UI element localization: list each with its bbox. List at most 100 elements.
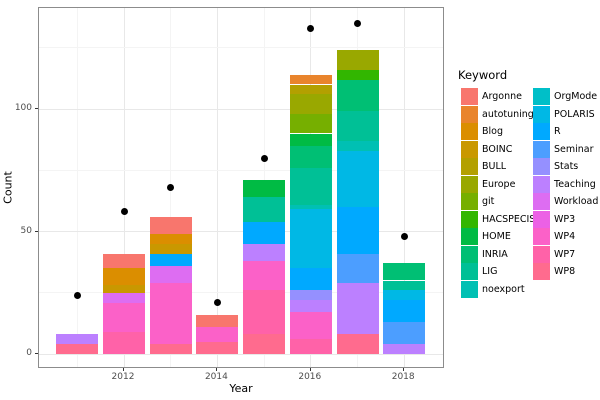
bar-segment-2018-POLARIS xyxy=(383,290,426,301)
legend-label-Teaching: Teaching xyxy=(554,178,596,190)
x-tick-mark xyxy=(216,368,218,371)
legend-label-POLARIS: POLARIS xyxy=(554,108,595,120)
data-point-2015 xyxy=(260,154,268,162)
data-point-2014 xyxy=(213,299,221,307)
legend-label-Blog: Blog xyxy=(482,126,503,137)
legend-label-INRIA: INRIA xyxy=(482,248,508,260)
legend-swatch-INRIA xyxy=(461,245,478,263)
legend-swatch-WP7 xyxy=(533,245,550,263)
data-point-2016 xyxy=(307,24,315,32)
gridline-x-major xyxy=(216,8,218,367)
x-axis-title: Year xyxy=(229,382,253,395)
x-tick-mark xyxy=(123,368,124,371)
legend-swatch-autotuning xyxy=(461,105,478,123)
x-tick-mark xyxy=(403,368,405,371)
bar-segment-2018-Seminar xyxy=(383,322,426,345)
legend-swatch-Argonne xyxy=(461,88,478,105)
legend-title: Keyword xyxy=(458,68,508,82)
legend-swatch-Workload xyxy=(533,193,550,210)
legend-swatch-WP3 xyxy=(533,210,550,228)
legend-swatch-WP4 xyxy=(533,228,550,245)
legend-swatch-Blog xyxy=(461,123,478,140)
bar-segment-2016-WP4 xyxy=(289,312,332,340)
x-tick-label: 2012 xyxy=(111,372,135,382)
bar-segment-2016-R xyxy=(289,268,332,291)
legend-swatch-HACSPECIS xyxy=(461,210,478,228)
y-tick-mark xyxy=(35,108,38,109)
gridline-x-major xyxy=(403,8,405,367)
bar-segment-2012-BOINC xyxy=(103,285,145,293)
bar-segment-2012-Workload xyxy=(103,292,145,303)
bar-segment-2014-WP4 xyxy=(196,327,239,342)
legend-label-OrgMode: OrgMode xyxy=(554,91,598,102)
y-axis-title: Count xyxy=(1,171,15,204)
gridline-y-major xyxy=(39,231,443,232)
x-tick-mark xyxy=(309,368,311,371)
bar-segment-2018-Teaching xyxy=(383,344,426,354)
bar-segment-2015-WP7 xyxy=(243,290,286,335)
gridline-y-major xyxy=(39,353,443,355)
legend-label-R: R xyxy=(554,126,561,137)
bar-segment-2016-Europe xyxy=(289,94,332,114)
bar-segment-2017-noexport xyxy=(336,140,379,151)
y-tick-mark xyxy=(35,353,38,354)
bar-segment-2017-Seminar xyxy=(336,253,379,283)
data-point-2011 xyxy=(73,291,81,299)
legend-label-HOME: HOME xyxy=(482,231,511,242)
gridline-y-minor xyxy=(39,169,443,171)
y-tick-label: 50 xyxy=(20,225,32,236)
bar-segment-2015-LIG xyxy=(243,197,286,222)
legend-swatch-OrgMode xyxy=(533,88,550,105)
legend-swatch-Teaching xyxy=(533,175,550,193)
bar-segment-2015-HOME xyxy=(243,180,286,198)
legend-label-Workload: Workload xyxy=(554,196,599,207)
bar-segment-2015-WP4 xyxy=(243,260,286,291)
bar-segment-2018-LIG xyxy=(383,280,426,291)
bar-segment-2017-INRIA xyxy=(336,79,379,112)
bar-segment-2013-BOINC xyxy=(149,243,192,254)
gridline-y-major xyxy=(39,108,443,110)
bar-segment-2013-WP4 xyxy=(149,282,192,345)
data-point-2018 xyxy=(400,232,408,240)
bar-segment-2013-Workload xyxy=(149,265,192,283)
data-point-2012 xyxy=(120,208,128,216)
legend-label-WP4: WP4 xyxy=(554,231,576,242)
x-tick-label: 2018 xyxy=(391,372,415,382)
legend-swatch-Europe xyxy=(461,175,478,193)
gridline-y-minor xyxy=(39,292,443,294)
y-tick-label: 0 xyxy=(26,348,32,358)
bar-segment-2017-WP8 xyxy=(336,334,379,354)
legend-swatch-R xyxy=(533,123,550,140)
legend-label-noexport: noexport xyxy=(482,283,525,295)
data-point-2017 xyxy=(354,19,361,27)
legend-label-LIG: LIG xyxy=(482,266,498,277)
bar-segment-2016-LIG xyxy=(289,167,332,205)
legend-swatch-BOINC xyxy=(461,140,478,158)
bar-segment-2014-WP8 xyxy=(196,341,239,354)
bar-segment-2015-WP8 xyxy=(243,334,286,354)
gridline-y-minor xyxy=(39,47,443,49)
data-point-2013 xyxy=(167,183,175,191)
legend-label-git: git xyxy=(482,196,495,207)
bar-segment-2016-BULL xyxy=(289,84,332,95)
legend-swatch-Seminar xyxy=(533,140,550,158)
y-tick-mark xyxy=(35,230,38,232)
legend-label-Stats: Stats xyxy=(554,161,579,172)
legend-label-Europe: Europe xyxy=(482,178,516,190)
legend-label-Argonne: Argonne xyxy=(482,91,522,102)
gridline-x-minor xyxy=(76,8,78,367)
legend-label-autotuning: autotuning xyxy=(482,108,534,120)
bar-segment-2017-POLARIS xyxy=(336,150,379,207)
bar-segment-2016-HOME xyxy=(289,133,332,146)
legend-label-WP8: WP8 xyxy=(554,266,576,277)
bar-segment-2016-Stats xyxy=(289,290,332,301)
legend-label-BOINC: BOINC xyxy=(482,143,513,155)
bar-segment-2011-WP8 xyxy=(56,344,99,354)
bar-segment-2017-Teaching xyxy=(336,282,379,335)
bar-segment-2016-git xyxy=(289,113,332,134)
legend-swatch-git xyxy=(461,193,478,210)
bar-segment-2013-WP8 xyxy=(149,344,192,354)
legend-swatch-WP8 xyxy=(533,263,550,280)
bar-segment-2012-WP7 xyxy=(103,331,145,354)
